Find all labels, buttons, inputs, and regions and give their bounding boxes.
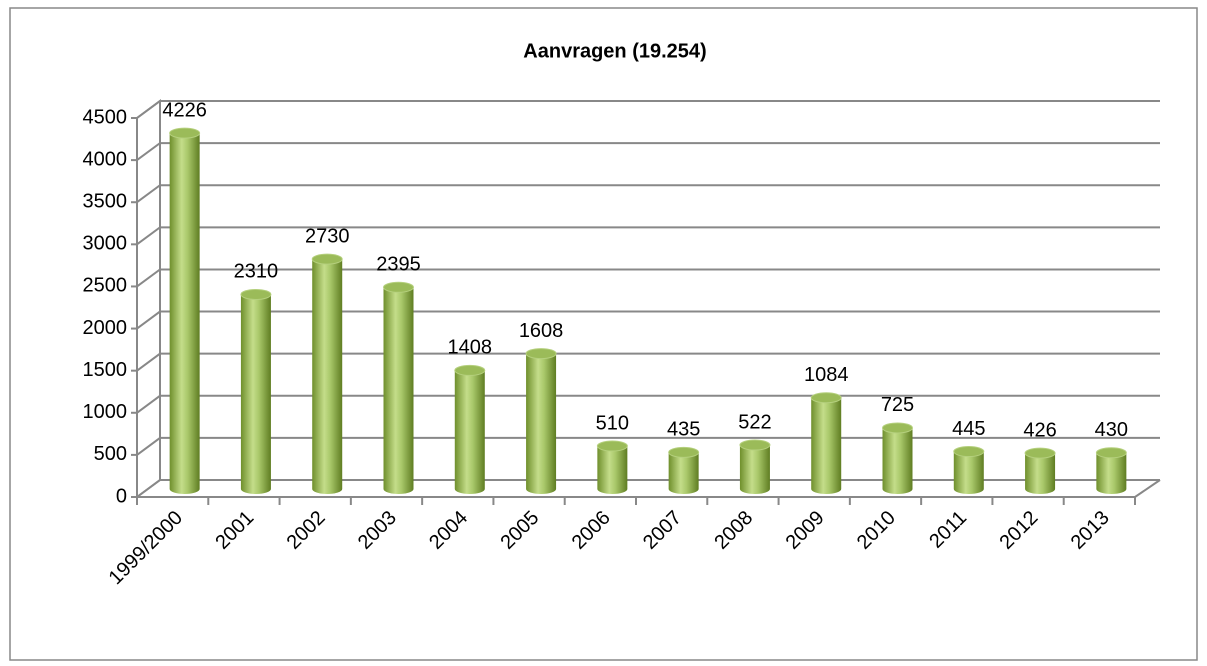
bar-part [454,364,486,376]
y-tick-label: 3500 [83,191,128,213]
bar-part [1025,453,1056,494]
bar-part [240,288,272,300]
y-tick-label: 1500 [83,359,128,381]
chart-border [9,7,1198,661]
y-tick-label: 2000 [83,317,128,339]
grid-line [136,226,1160,246]
grid-line [136,100,1160,119]
data-label: 725 [881,394,914,416]
bar [882,422,913,494]
data-label: 2310 [234,261,279,283]
y-tick-label: 4500 [83,106,128,128]
bar [240,288,272,494]
bar [525,348,557,494]
bar-part [1024,447,1056,459]
bar [668,446,700,494]
data-label: 426 [1023,419,1056,441]
data-label: 1608 [519,320,564,342]
data-label: 2395 [376,254,421,276]
bar-part [383,287,414,494]
bar [454,364,486,494]
bar-part [953,451,984,494]
chart-title: Aanvragen (19.254) [523,40,706,62]
y-tick-label: 4000 [83,148,128,170]
bar [1024,447,1056,494]
bar-part [739,445,770,494]
data-label: 4226 [162,99,207,121]
grid-line [136,310,1160,330]
data-label: 445 [952,418,985,440]
grid-line [136,268,1160,288]
bar-part [882,422,913,434]
y-tick-label: 3000 [83,233,128,255]
data-label: 2730 [305,225,350,247]
bar-part [169,133,200,494]
bar-part [312,259,343,494]
grid-line [136,352,1160,372]
bar-part [811,397,842,494]
bar [311,253,343,494]
bar-part [953,446,985,458]
data-label: 522 [738,411,771,433]
y-tick-label: 0 [116,485,127,507]
bar-part [454,370,485,494]
bar-part [668,452,699,494]
data-label: 510 [596,412,629,434]
y-tick-label: 2500 [83,275,128,297]
bar-part [169,127,201,139]
grid-line [136,184,1160,204]
bar [1095,447,1127,494]
bar [383,281,414,494]
bar-part [597,446,628,494]
y-tick-label: 500 [94,443,127,465]
data-label: 430 [1095,419,1128,441]
bar-part [525,348,557,360]
bar-part [1095,447,1127,459]
bar-part [526,353,557,494]
bar-part [311,253,343,265]
data-label: 1408 [448,337,493,359]
bar [739,439,771,494]
bar-part [882,427,913,494]
bar-part [383,281,414,293]
bar-part [596,440,628,452]
bar [953,446,985,494]
data-label: 435 [667,419,700,441]
bar-part [240,294,271,494]
bar [810,392,842,494]
bar-part [668,446,700,458]
grid-line [136,142,1160,161]
bar [596,440,628,494]
bar-part [810,392,842,404]
bar [169,127,201,494]
data-label: 1084 [804,364,849,386]
y-tick-label: 1000 [83,401,128,423]
bar-part [1096,452,1127,494]
bar-part [739,439,771,451]
